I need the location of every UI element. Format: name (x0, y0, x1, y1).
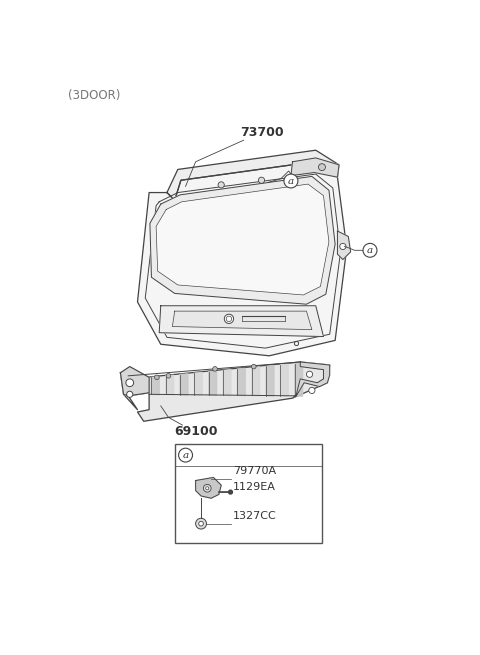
Polygon shape (180, 374, 188, 395)
Polygon shape (295, 363, 302, 396)
Text: (3DOOR): (3DOOR) (68, 89, 120, 102)
Polygon shape (280, 364, 288, 396)
Circle shape (228, 490, 232, 494)
Circle shape (127, 391, 133, 398)
FancyBboxPatch shape (175, 444, 322, 543)
Circle shape (252, 364, 256, 369)
Polygon shape (252, 367, 260, 396)
Circle shape (213, 367, 217, 371)
Polygon shape (172, 311, 312, 329)
Text: 69100: 69100 (174, 425, 217, 438)
Polygon shape (238, 368, 245, 396)
Circle shape (284, 174, 298, 188)
Circle shape (309, 387, 315, 394)
Circle shape (179, 448, 192, 462)
Circle shape (204, 485, 211, 492)
Polygon shape (337, 231, 350, 259)
Polygon shape (167, 150, 339, 200)
Polygon shape (156, 184, 329, 295)
Polygon shape (194, 373, 202, 395)
Text: 1327CC: 1327CC (233, 511, 276, 521)
Circle shape (218, 182, 224, 188)
Polygon shape (120, 362, 330, 421)
Circle shape (258, 177, 264, 183)
Text: 79770A: 79770A (233, 466, 276, 476)
Polygon shape (159, 306, 324, 337)
Polygon shape (166, 375, 174, 395)
Circle shape (340, 244, 346, 250)
Polygon shape (150, 176, 335, 304)
Text: 1129EA: 1129EA (233, 481, 276, 492)
Text: a: a (182, 451, 189, 460)
Polygon shape (137, 162, 347, 356)
Circle shape (363, 244, 377, 257)
Circle shape (126, 379, 133, 386)
Polygon shape (120, 367, 149, 396)
Text: 73700: 73700 (240, 126, 284, 139)
Circle shape (199, 521, 204, 526)
Circle shape (155, 375, 159, 380)
Circle shape (206, 487, 209, 490)
Circle shape (166, 373, 171, 378)
Polygon shape (292, 362, 330, 398)
Polygon shape (209, 371, 216, 396)
Polygon shape (223, 369, 231, 396)
Circle shape (196, 518, 206, 529)
Text: a: a (288, 176, 294, 185)
Polygon shape (196, 477, 221, 498)
Circle shape (318, 164, 325, 170)
Polygon shape (291, 158, 339, 177)
Polygon shape (152, 377, 159, 395)
Circle shape (224, 314, 234, 324)
Circle shape (306, 371, 312, 377)
Text: a: a (367, 246, 373, 255)
Polygon shape (266, 365, 274, 396)
Circle shape (226, 316, 232, 322)
